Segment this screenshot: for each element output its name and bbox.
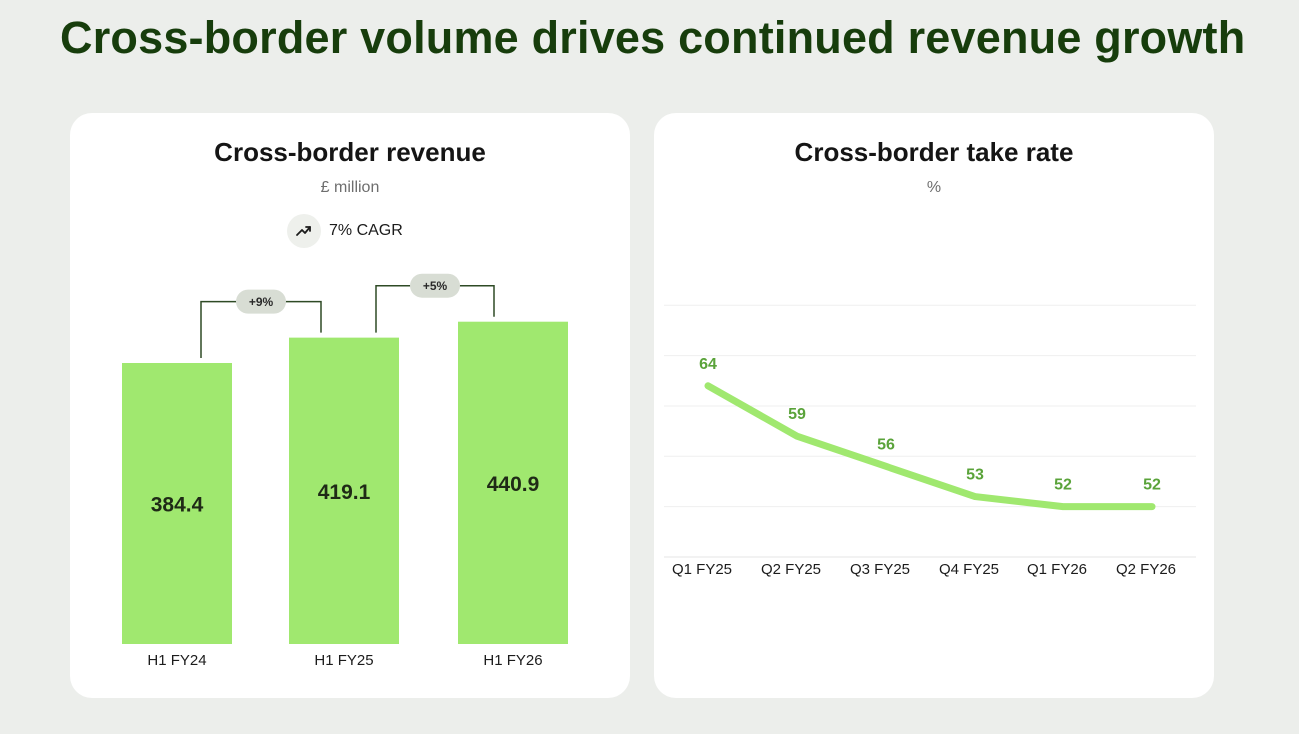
data-label: 53 <box>966 467 984 484</box>
x-tick-label: H1 FY24 <box>147 652 206 669</box>
data-point <box>884 464 888 469</box>
bar-h1-fy24 <box>122 363 232 644</box>
data-label: 52 <box>1054 477 1072 494</box>
x-tick-label: Q1 FY25 <box>672 561 732 578</box>
x-tick-label: Q3 FY25 <box>850 561 910 578</box>
revenue-chart-title: Cross-border revenue <box>214 137 486 167</box>
take-rate-chart-subtitle: % <box>926 179 942 196</box>
x-tick-label: Q4 FY25 <box>939 561 999 578</box>
bar-h1-fy25 <box>289 337 399 644</box>
x-tick-label: Q2 FY26 <box>1116 561 1176 578</box>
trending-up-icon <box>287 214 321 248</box>
x-tick-label: Q2 FY25 <box>761 561 821 578</box>
x-tick-label: H1 FY26 <box>483 652 542 669</box>
bar-value-label: 440.9 <box>487 473 540 496</box>
x-tick-label: H1 FY25 <box>314 652 373 669</box>
data-label: 64 <box>699 356 717 373</box>
data-point <box>795 434 799 439</box>
x-tick-label: Q1 FY26 <box>1027 561 1087 578</box>
take-rate-chart-title: Cross-border take rate <box>794 137 1074 167</box>
data-point <box>973 494 977 499</box>
revenue-chart-subtitle: £ million <box>320 179 380 196</box>
growth-label: +9% <box>249 295 274 309</box>
growth-label: +5% <box>423 279 448 293</box>
data-label: 59 <box>788 406 806 423</box>
cagr-badge: 7% CAGR <box>287 214 403 248</box>
data-point <box>1061 504 1065 509</box>
data-point <box>706 383 710 388</box>
data-label: 56 <box>877 436 895 453</box>
cagr-label: 7% CAGR <box>329 222 403 239</box>
data-label: 52 <box>1143 477 1161 494</box>
bar-h1-fy26 <box>458 321 568 644</box>
data-point <box>1150 504 1154 509</box>
growth-pill <box>236 289 286 314</box>
bar-value-label: 419.1 <box>318 481 371 504</box>
take-rate-series-line <box>704 382 1156 511</box>
growth-pill <box>410 273 460 298</box>
bar-value-label: 384.4 <box>151 494 204 517</box>
page-title: Cross-border volume drives continued rev… <box>60 12 1246 63</box>
